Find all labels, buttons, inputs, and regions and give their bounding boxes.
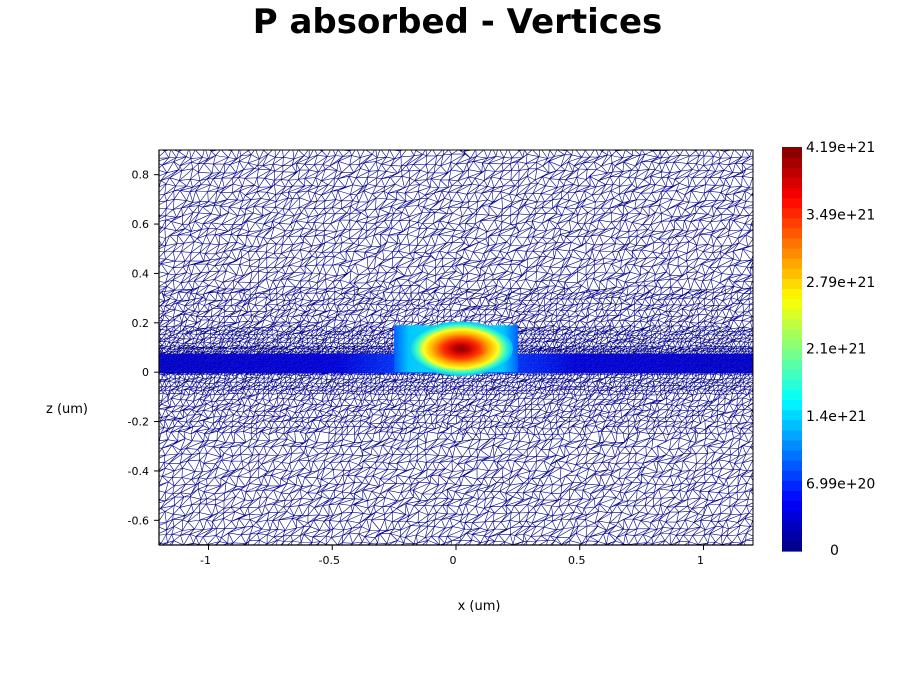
colorbar-swatch [782, 227, 802, 239]
colorbar-swatch [782, 197, 802, 209]
colorbar-swatch [782, 157, 802, 168]
colorbar-label: 0 [830, 543, 839, 559]
y-tick-label: -0.4 [128, 465, 149, 478]
x-tick-label: -0.5 [319, 554, 340, 567]
y-tick-label: 0 [142, 366, 149, 379]
colorbar-swatch [782, 520, 802, 532]
colorbar-label: 4.19e+21 [806, 140, 875, 156]
y-tick-label: -0.2 [128, 416, 149, 429]
colorbar-swatch [782, 480, 802, 491]
colorbar-swatch [782, 288, 802, 300]
colorbar-swatch [782, 500, 802, 512]
colorbar-swatch [782, 359, 802, 370]
colorbar-swatch [782, 177, 802, 188]
colorbar-swatch [782, 460, 802, 471]
x-axis-label: x (um) [458, 599, 501, 614]
colorbar-swatch [782, 167, 802, 178]
colorbar-label: 6.99e+20 [806, 477, 875, 493]
chart-title: P absorbed - Vertices [252, 2, 663, 42]
plot-area [158, 149, 754, 546]
colorbar-label: 2.79e+21 [806, 275, 875, 291]
colorbar-swatch [782, 147, 802, 158]
y-axis-label: z (um) [46, 402, 88, 417]
colorbar-swatch [782, 268, 802, 279]
colorbar-swatch [782, 207, 802, 219]
y-tick-label: 0.6 [132, 218, 150, 231]
colorbar-swatch [782, 439, 802, 451]
colorbar-swatch [782, 328, 802, 340]
y-tick-label: 0.2 [132, 317, 150, 330]
absorbed-power-field [159, 321, 753, 376]
x-tick-label: 1 [697, 554, 704, 567]
colorbar-label: 1.4e+21 [806, 409, 866, 425]
y-axis: 0.8 0.6 0.4 0.2 0 -0.2 -0.4 -0.6 [128, 150, 160, 545]
y-tick-label: -0.6 [128, 514, 149, 527]
colorbar-swatch [782, 237, 802, 249]
x-axis: -1 -0.5 0 0.5 1 [159, 544, 753, 567]
colorbar-label: 3.49e+21 [806, 207, 875, 223]
y-tick-label: 0.8 [132, 169, 150, 182]
colorbar-swatch [782, 379, 802, 390]
colorbar-swatch [782, 338, 802, 350]
y-tick-label: 0.4 [132, 267, 150, 280]
colorbar-swatch [782, 349, 802, 360]
colorbar-swatch [782, 429, 802, 441]
colorbar-swatch [782, 419, 802, 431]
colorbar-swatch [782, 258, 802, 269]
x-tick-label: -1 [200, 554, 211, 567]
x-tick-label: 0 [450, 554, 457, 567]
colorbar-swatch [782, 248, 802, 259]
colorbar-swatch [782, 278, 802, 289]
colorbar-swatch [782, 399, 802, 411]
x-tick-label: 0.5 [568, 554, 586, 567]
colorbar-swatch [782, 217, 802, 229]
colorbar-swatch [782, 308, 802, 320]
colorbar-swatch [782, 187, 802, 199]
colorbar: 4.19e+21 3.49e+21 2.79e+21 2.1e+21 1.4e+21 6.… [782, 140, 875, 559]
colorbar-swatch [782, 490, 802, 502]
colorbar-swatch [782, 318, 802, 330]
colorbar-swatch [782, 450, 802, 461]
colorbar-swatch [782, 530, 802, 542]
colorbar-swatch [782, 298, 802, 310]
colorbar-swatch [782, 389, 802, 401]
colorbar-swatch [782, 369, 802, 380]
colorbar-label: 2.1e+21 [806, 342, 866, 358]
colorbar-swatch [782, 409, 802, 421]
colorbar-swatch [782, 470, 802, 481]
colorbar-swatch [782, 510, 802, 522]
colorbar-swatch [782, 540, 802, 552]
absorption-hotspot [408, 321, 513, 376]
